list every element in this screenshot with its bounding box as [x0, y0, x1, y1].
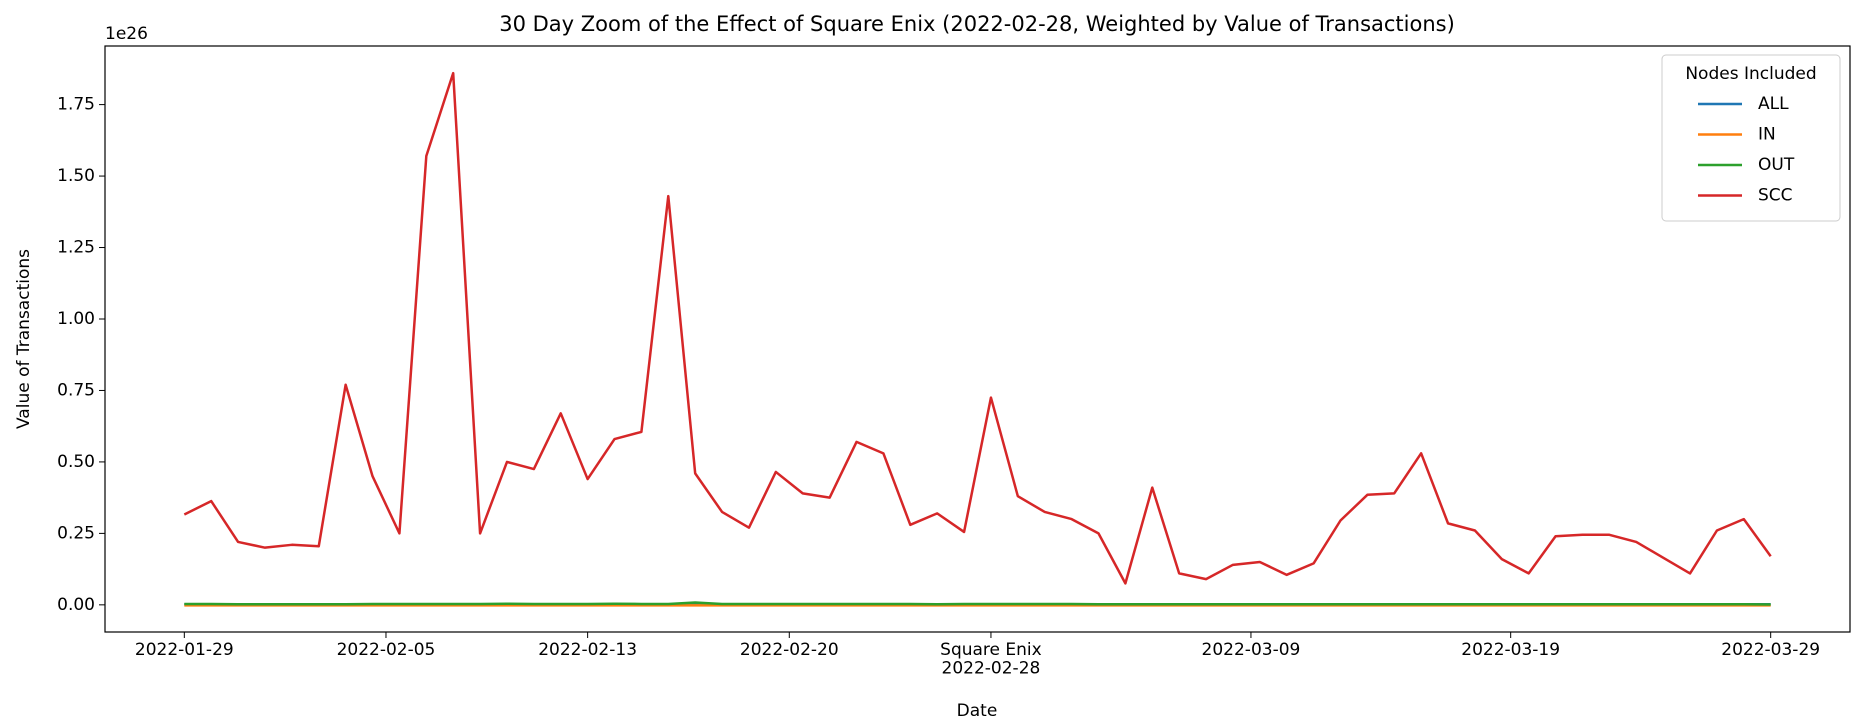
- legend-label: SCC: [1758, 186, 1793, 206]
- y-offset-label: 1e26: [105, 24, 148, 44]
- legend-label: OUT: [1758, 155, 1795, 175]
- chart-title: 30 Day Zoom of the Effect of Square Enix…: [499, 12, 1455, 36]
- x-tick-label: 2022-02-13: [538, 640, 637, 660]
- series-line: [184, 601, 1771, 606]
- x-tick-label: 2022-03-29: [1721, 640, 1820, 660]
- x-tick-label: 2022-02-20: [740, 640, 839, 660]
- y-tick-label: 0.25: [57, 523, 95, 543]
- x-tick-label: Square Enix 2022-02-28: [940, 640, 1042, 679]
- y-tick-label: 1.25: [57, 238, 95, 258]
- y-tick-label: 1.00: [57, 309, 95, 329]
- x-axis-label: Date: [957, 701, 998, 721]
- y-tick-label: 0.75: [57, 380, 95, 400]
- series-line: [183, 71, 1772, 585]
- x-tick-label: 2022-03-09: [1202, 640, 1301, 660]
- y-tick-label: 1.75: [57, 95, 95, 115]
- y-axis-label: Value of Transactions: [14, 249, 34, 429]
- legend-box: [1661, 54, 1841, 222]
- y-tick-label: 0.00: [57, 595, 95, 615]
- legend-label: ALL: [1758, 94, 1789, 114]
- y-tick-label: 0.50: [57, 452, 95, 472]
- legend-title: Nodes Included: [1685, 64, 1816, 84]
- x-tick-label: 2022-02-05: [337, 640, 436, 660]
- x-tick-label: 2022-03-19: [1461, 640, 1560, 660]
- plot-frame: [104, 45, 1851, 633]
- legend-label: IN: [1758, 125, 1776, 145]
- legend: Nodes Included ALL IN OUT SCC: [1661, 54, 1841, 222]
- y-tick-label: 1.50: [57, 166, 95, 186]
- x-tick-label: 2022-01-29: [135, 640, 234, 660]
